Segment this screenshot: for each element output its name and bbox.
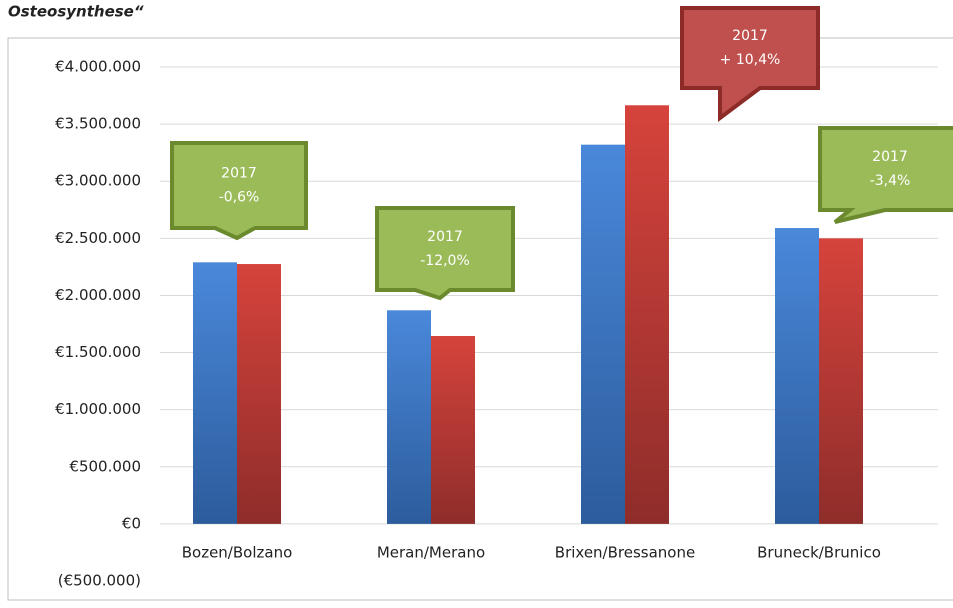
bar	[819, 238, 863, 524]
x-tick-label: Meran/Merano	[377, 544, 485, 562]
y-tick-label: €3.000.000	[55, 172, 141, 190]
y-tick-label: €500.000	[69, 457, 141, 475]
bar	[581, 144, 625, 524]
y-tick-label: €2.000.000	[55, 286, 141, 304]
x-tick-label: Bruneck/Brunico	[757, 544, 881, 562]
callout-text: -3,4%	[870, 173, 911, 189]
callout-text: + 10,4%	[720, 52, 781, 68]
y-tick-label: €2.500.000	[55, 229, 141, 247]
bar	[193, 262, 237, 524]
y-tick-label: (€500.000)	[58, 572, 141, 590]
callout	[170, 141, 308, 241]
bar	[387, 310, 431, 524]
bar	[775, 228, 819, 524]
bar	[431, 335, 475, 524]
callout-text: -12,0%	[420, 253, 470, 269]
callout	[680, 6, 820, 122]
callout	[375, 206, 515, 301]
y-tick-label: €1.000.000	[55, 400, 141, 418]
callout-text: -0,6%	[219, 190, 260, 206]
bar	[237, 264, 281, 524]
y-tick-label: €0	[122, 514, 141, 532]
x-tick-label: Brixen/Bressanone	[555, 544, 695, 562]
y-tick-label: €1.500.000	[55, 343, 141, 361]
callout-text: 2017	[872, 149, 908, 165]
callout-text: 2017	[732, 28, 768, 44]
callout-text: 2017	[221, 166, 257, 182]
y-tick-label: €4.000.000	[55, 58, 141, 76]
x-tick-label: Bozen/Bolzano	[182, 544, 293, 562]
callout	[818, 126, 953, 224]
callout-text: 2017	[427, 229, 463, 245]
bar	[625, 105, 669, 524]
y-tick-label: €3.500.000	[55, 115, 141, 133]
chart-title: Osteosynthese“	[8, 3, 144, 21]
